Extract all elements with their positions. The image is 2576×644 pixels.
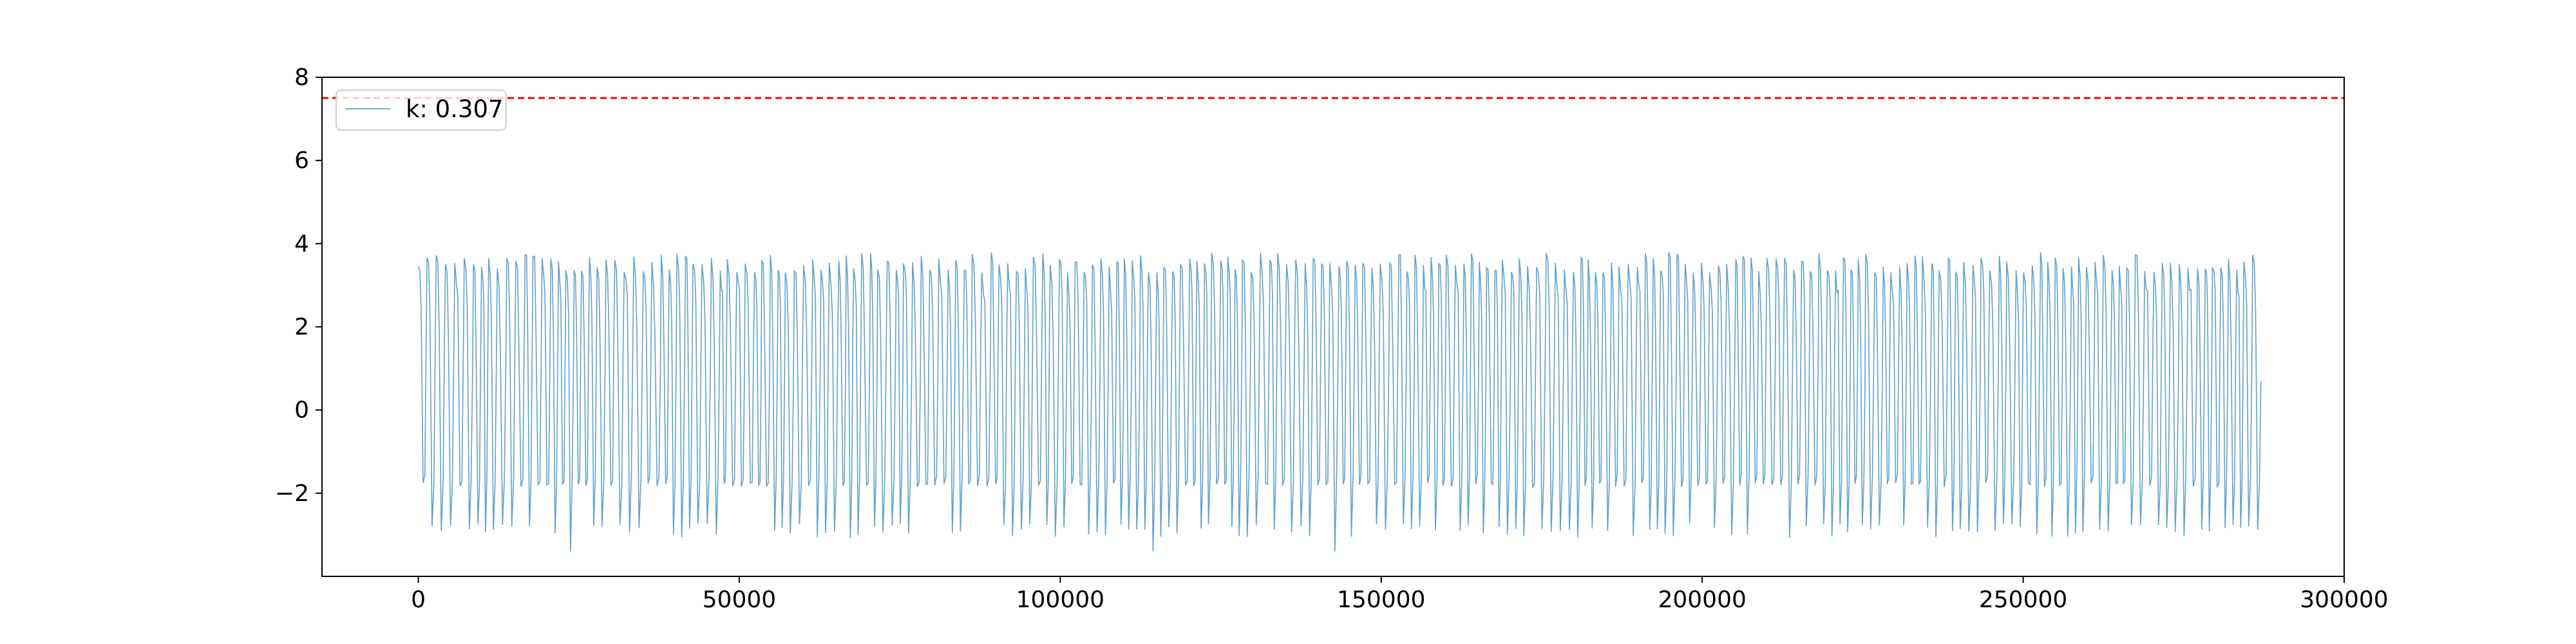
x-tick-label: 100000 bbox=[1016, 587, 1104, 613]
legend: k: 0.307 bbox=[336, 90, 507, 131]
legend-box bbox=[336, 90, 507, 131]
y-axis: −2 0 2 4 6 8 bbox=[275, 64, 322, 507]
x-tick-label: 200000 bbox=[1658, 587, 1746, 613]
y-tick-label: 6 bbox=[294, 147, 309, 174]
x-tick-label: 300000 bbox=[2300, 587, 2388, 613]
series-line-k bbox=[417, 252, 2262, 552]
y-tick-label: −2 bbox=[275, 480, 309, 507]
x-tick-label: 0 bbox=[411, 587, 426, 613]
y-tick-label: 4 bbox=[294, 231, 309, 257]
x-tick-label: 150000 bbox=[1337, 587, 1425, 613]
y-tick-label: 2 bbox=[294, 314, 309, 341]
y-tick-label: 8 bbox=[294, 64, 309, 91]
x-tick-label: 250000 bbox=[1979, 587, 2067, 613]
y-tick-label: 0 bbox=[294, 397, 309, 424]
legend-label: k: 0.307 bbox=[406, 95, 504, 123]
x-axis: 0 50000 100000 150000 200000 250000 300000 bbox=[411, 576, 2389, 613]
x-tick-label: 50000 bbox=[703, 587, 777, 613]
